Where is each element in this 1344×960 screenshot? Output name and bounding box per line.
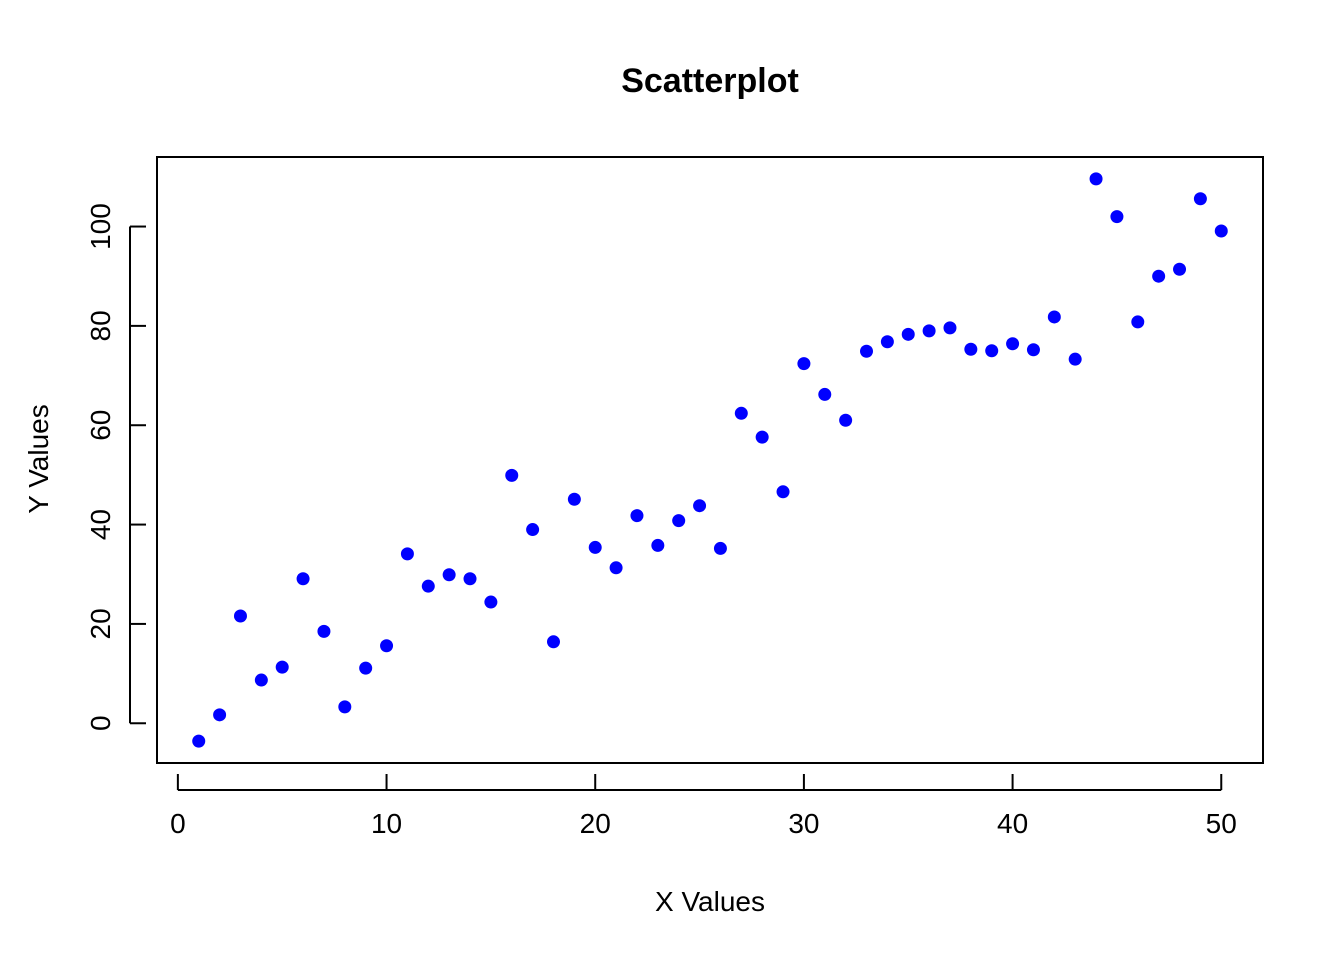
data-point	[254, 673, 268, 687]
data-point	[818, 387, 832, 401]
data-point	[233, 609, 247, 623]
data-point	[421, 579, 435, 593]
data-point	[713, 541, 727, 555]
data-point	[609, 561, 623, 575]
data-point	[317, 624, 331, 638]
data-point	[901, 327, 915, 341]
data-point	[400, 547, 414, 561]
y-tick-label: 80	[85, 310, 116, 341]
chart-title: Scatterplot	[621, 62, 799, 100]
data-point	[296, 572, 310, 586]
data-point	[1152, 269, 1166, 283]
data-point	[213, 708, 227, 722]
data-point	[526, 523, 540, 537]
y-axis: 0 20 40 60 80 100	[85, 203, 146, 731]
data-point	[359, 661, 373, 675]
data-point	[1089, 172, 1103, 186]
data-point	[985, 344, 999, 358]
data-points	[192, 172, 1228, 748]
data-point	[1193, 192, 1207, 206]
data-point	[693, 499, 707, 513]
y-tick-label: 60	[85, 410, 116, 441]
data-point	[1131, 315, 1145, 329]
y-axis-label: Y Values	[23, 404, 54, 513]
x-tick-label: 20	[580, 808, 611, 839]
x-axis-label: X Values	[655, 886, 765, 917]
x-tick-label: 10	[371, 808, 402, 839]
data-point	[943, 321, 957, 335]
y-tick-label: 20	[85, 608, 116, 639]
data-point	[672, 514, 686, 528]
data-point	[338, 700, 352, 714]
x-tick-label: 40	[997, 808, 1028, 839]
plot-area-frame	[156, 156, 1264, 764]
data-point	[380, 639, 394, 653]
data-point	[1173, 262, 1187, 276]
data-point	[1110, 210, 1124, 224]
data-point	[567, 492, 581, 506]
data-point	[1047, 310, 1061, 324]
data-point	[755, 430, 769, 444]
data-point	[192, 734, 206, 748]
data-point	[546, 635, 560, 649]
y-tick-label: 40	[85, 509, 116, 540]
data-point	[1026, 343, 1040, 357]
x-tick-label: 50	[1206, 808, 1237, 839]
data-point	[734, 406, 748, 420]
x-tick-label: 0	[170, 808, 186, 839]
data-point	[651, 538, 665, 552]
data-point	[588, 540, 602, 554]
data-point	[442, 568, 456, 582]
y-tick-label: 100	[85, 203, 116, 250]
data-point	[484, 595, 498, 609]
data-point	[275, 660, 289, 674]
data-point	[1006, 337, 1020, 351]
data-point	[797, 357, 811, 371]
data-point	[922, 324, 936, 338]
y-tick-label: 0	[85, 715, 116, 731]
data-point	[860, 344, 874, 358]
x-axis: 0 10 20 30 40 50	[170, 774, 1237, 839]
data-point	[839, 413, 853, 427]
data-point	[1214, 224, 1228, 238]
data-point	[630, 509, 644, 523]
data-point	[1068, 352, 1082, 366]
data-point	[880, 335, 894, 349]
data-point	[964, 342, 978, 356]
data-point	[505, 468, 519, 482]
data-point	[776, 485, 790, 499]
x-tick-label: 30	[788, 808, 819, 839]
data-point	[463, 572, 477, 586]
